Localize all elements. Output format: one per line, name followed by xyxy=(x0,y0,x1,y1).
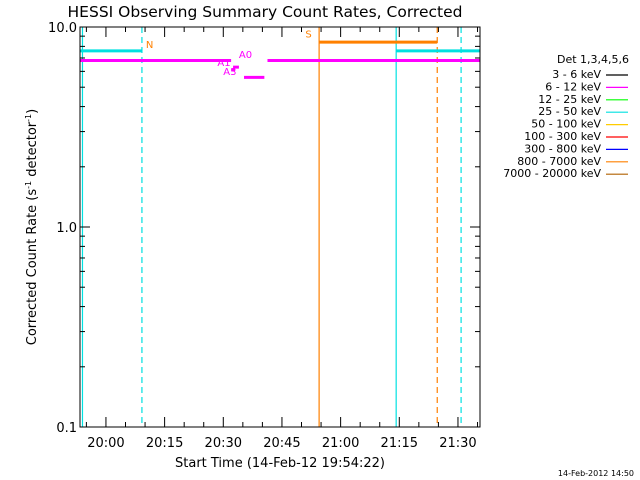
x-tick-label-6: 21:30 xyxy=(439,436,476,451)
flag-label-2: A0 xyxy=(239,50,252,61)
legend-label-1: 6 - 12 keV xyxy=(545,80,601,93)
x-axis-label: Start Time (14-Feb-12 19:54:22) xyxy=(175,456,385,471)
y-axis-label-mid: detector xyxy=(25,121,40,181)
legend-title: Det 1,3,4,5,6 xyxy=(557,53,629,66)
y-tick-label-0: 0.1 xyxy=(56,421,77,436)
footer-timestamp: 14-Feb-2012 14:50 xyxy=(558,469,634,478)
y-axis-label-end: ) xyxy=(25,109,40,114)
chart-title: HESSI Observing Summary Count Rates, Cor… xyxy=(68,3,463,21)
y-axis-label-sup2: -1 xyxy=(24,114,33,122)
flag-label-0: N xyxy=(146,40,153,51)
y-tick-label-2: 10.0 xyxy=(48,21,77,36)
axes-frame xyxy=(79,26,481,428)
x-tick-label-3: 20:45 xyxy=(263,436,300,451)
y-tick-label-1: 1.0 xyxy=(56,221,77,236)
flag-label-1: S xyxy=(305,30,311,41)
legend-label-0: 3 - 6 keV xyxy=(552,68,601,81)
x-tick-label-2: 20:30 xyxy=(205,436,242,451)
legend-label-6: 300 - 800 keV xyxy=(524,142,601,155)
flag-label-4: A3 xyxy=(223,67,236,78)
y-axis-label-sup1: -1 xyxy=(24,181,33,189)
y-axis-label: Corrected Count Rate (s-1 detector-1) xyxy=(24,109,40,345)
y-axis-label-main: Corrected Count Rate (s xyxy=(25,189,40,346)
legend-label-7: 800 - 7000 keV xyxy=(517,155,601,168)
legend-label-2: 12 - 25 keV xyxy=(538,93,601,106)
legend-label-5: 100 - 300 keV xyxy=(524,130,601,143)
flag-label-3: A1 xyxy=(217,58,230,69)
legend-label-4: 50 - 100 keV xyxy=(531,118,601,131)
x-tick-label-4: 21:00 xyxy=(322,436,359,451)
legend-label-8: 7000 - 20000 keV xyxy=(503,167,601,180)
legend-label-3: 25 - 50 keV xyxy=(538,105,601,118)
x-tick-label-0: 20:00 xyxy=(87,436,124,451)
x-tick-label-5: 21:15 xyxy=(381,436,418,451)
x-tick-label-1: 20:15 xyxy=(146,436,183,451)
